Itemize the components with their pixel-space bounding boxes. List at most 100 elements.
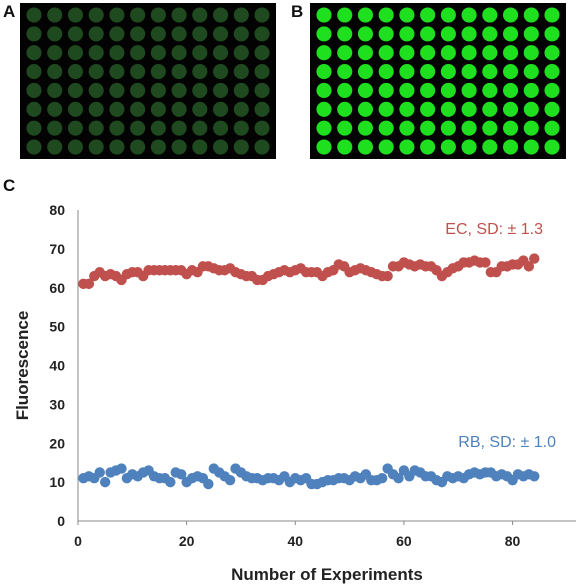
microplate-wells-a [26,7,270,155]
plate-a-well [213,101,229,117]
plate-a-well [192,45,208,61]
plate-b-well [316,64,332,80]
plate-a-well [192,82,208,98]
plate-a-well [233,101,249,117]
plate-b-well [503,82,519,98]
plate-b-well [316,82,332,98]
plate-a-well [47,101,63,117]
plate-b-well [378,101,394,117]
plate-b-well [337,82,353,98]
plate-a-well [171,7,187,23]
plate-a-well [233,120,249,136]
plate-b-well [440,7,456,23]
plate-b-well [503,26,519,42]
plate-b-well [440,82,456,98]
plate-a-well [26,82,42,98]
rb-data-point [393,473,404,484]
plate-b-well [357,120,373,136]
rb-data-point [165,476,176,488]
panel-label-a: A [3,2,16,21]
plate-a-well [26,26,42,42]
plate-b-well [482,82,498,98]
plate-b-well [357,139,373,155]
plate-b-well [440,26,456,42]
x-axis-label: Number of Experiments [231,565,423,584]
plate-a-well [150,26,166,42]
plate-b-well [544,7,560,23]
plate-a-well [26,7,42,23]
plate-a-well [88,64,104,80]
plate-a-well [213,82,229,98]
rb-data-point [176,469,187,480]
plate-a-well [213,64,229,80]
x-tick-label: 40 [287,533,303,549]
plate-b-well [399,120,415,136]
plate-a-well [233,82,249,98]
plate-b-well [399,45,415,61]
plate-b-well [461,101,477,117]
plate-a-well [130,82,146,98]
plate-b-well [378,82,394,98]
plate-a-well [171,82,187,98]
plate-a-well [150,45,166,61]
plate-a-well [150,7,166,23]
plate-a-well [171,139,187,155]
plate-a-well [171,120,187,136]
plate-a-well [192,26,208,42]
plate-b-well [523,64,539,80]
plate-a-well [88,120,104,136]
plate-b-well [337,101,353,117]
plate-a-well [254,82,270,98]
plate-a-well [254,7,270,23]
plate-b-well [399,7,415,23]
plate-a-well [88,101,104,117]
y-tick-label: 0 [57,513,65,529]
plate-b-well [544,139,560,155]
plate-b-well [420,7,436,23]
plate-a-well [171,64,187,80]
rb-data-point [224,474,236,486]
y-tick-label: 40 [49,358,65,374]
plate-b-well [357,45,373,61]
plate-a-well [26,120,42,136]
plate-b-well [503,101,519,117]
plate-a-well [213,45,229,61]
plate-a-well [26,101,42,117]
plate-a-well [233,26,249,42]
plate-a-well [233,139,249,155]
ec-data-point [523,261,535,272]
plate-b-well [357,64,373,80]
y-tick-label: 80 [49,202,65,218]
plate-a-well [130,26,146,42]
plate-b-well [420,82,436,98]
plate-a-well [130,45,146,61]
plate-b-well [482,139,498,155]
plate-b-well [461,82,477,98]
plate-b-well [461,64,477,80]
plate-b-well [440,101,456,117]
plate-b-well [482,101,498,117]
plate-b-well [523,139,539,155]
plate-a-well [130,101,146,117]
plate-b-well [337,7,353,23]
plate-b-well [420,139,436,155]
plate-a-well [47,120,63,136]
plate-b-well [357,101,373,117]
plate-b-well [503,64,519,80]
plate-b-well [482,26,498,42]
plate-b-well [544,101,560,117]
plate-b-well [357,7,373,23]
plate-a-well [150,120,166,136]
plate-a-well [47,139,63,155]
plate-b-well [503,45,519,61]
plate-a-well [233,45,249,61]
plate-b-well [399,101,415,117]
plate-a-well [47,45,63,61]
plate-a-well [109,7,125,23]
x-tick-label: 60 [396,533,412,549]
plate-b-well [523,45,539,61]
plate-b-well [378,139,394,155]
plate-b-well [316,139,332,155]
plate-b-well [420,101,436,117]
